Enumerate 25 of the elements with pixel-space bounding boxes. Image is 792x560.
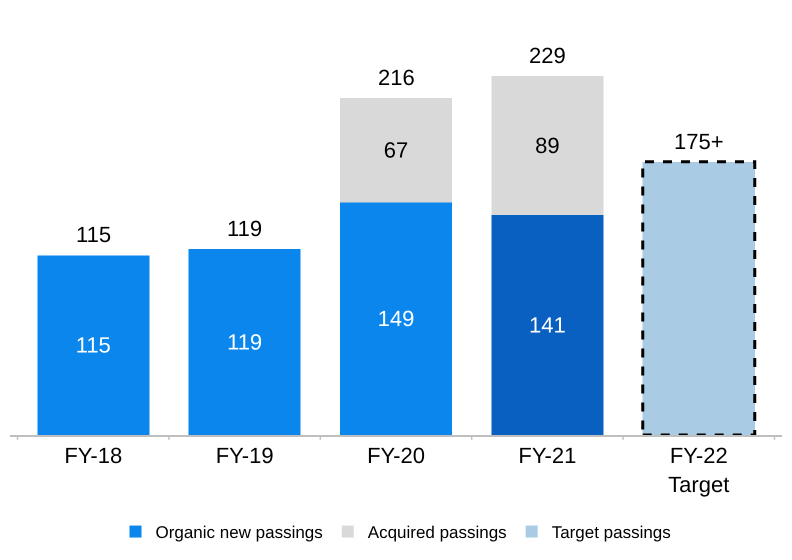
bar	[37, 255, 150, 435]
data-label: 149	[378, 306, 414, 332]
data-label: 119	[227, 330, 262, 355]
data-label: 141	[529, 312, 566, 338]
legend-label: Target passings	[552, 523, 671, 542]
bar	[491, 76, 604, 215]
x-tick-label: FY-19	[216, 443, 274, 468]
legend-label: Acquired passings	[368, 523, 507, 542]
bar	[340, 202, 452, 435]
x-tick-label: FY-22 Target	[668, 443, 730, 497]
total-label: 175+	[674, 129, 724, 154]
data-label: 89	[535, 132, 560, 158]
legend-label: Organic new passings	[156, 523, 323, 542]
bar	[491, 214, 604, 435]
bar	[188, 249, 301, 435]
x-tick-label: FY-21	[518, 443, 576, 468]
bar	[340, 98, 452, 202]
total-label: 119	[227, 216, 262, 241]
data-label: 67	[384, 138, 408, 163]
total-label: 229	[529, 43, 566, 68]
total-label: 115	[76, 222, 112, 247]
x-tick-label: FY-20	[367, 443, 425, 468]
total-label: 216	[378, 65, 415, 90]
x-tick-label: FY-18	[64, 443, 122, 468]
data-label: 115	[76, 332, 111, 358]
